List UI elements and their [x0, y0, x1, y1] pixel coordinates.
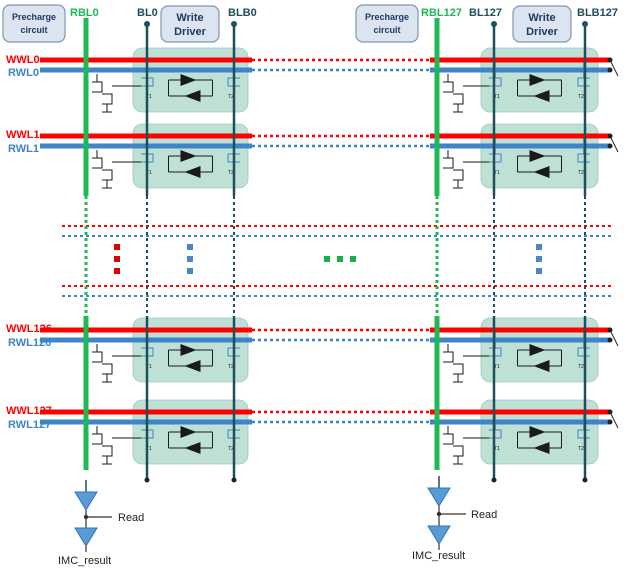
read-port-transistors — [443, 426, 489, 465]
precharge-label-line1: Precharge — [12, 12, 56, 22]
ground-stub — [609, 329, 619, 347]
precharge-block-col127: Precharge circuit — [355, 4, 419, 43]
transistor-label-t1: T1 — [494, 446, 500, 452]
wwl-label-row0: WWL0 — [6, 54, 40, 66]
sram-cell: T1T2P — [480, 317, 599, 383]
rwl-terminal — [607, 419, 613, 425]
precharge-label-line2: circuit — [20, 25, 47, 35]
sram-cell: T1T2P — [132, 47, 249, 113]
transistor-label-t1: T1 — [146, 364, 152, 370]
transistor-label-t2: T2 — [578, 364, 584, 370]
row-ellipsis-blue-col127 — [536, 244, 542, 274]
write-driver-label-line1: Write — [528, 12, 555, 24]
transistor-label-t2: T2 — [578, 446, 584, 452]
sram-cell: T1T2P — [480, 123, 599, 189]
bl-label-col0: BL0 — [137, 7, 158, 19]
blb-line-terminal — [231, 21, 237, 27]
read-port-transistors — [443, 74, 489, 113]
wwl-label-row126: WWL126 — [6, 323, 52, 335]
precharge-block-col0: Precharge circuit — [2, 4, 66, 43]
rbl-label-col127: RBL127 — [421, 7, 462, 19]
transistor-label-t2: T2 — [228, 94, 234, 100]
read-label-col127: Read — [471, 509, 497, 521]
transistor-label-t2: T2 — [578, 94, 584, 100]
read-buffer-col127 — [427, 476, 466, 550]
sram-cell: T1T2P — [132, 317, 249, 383]
transistor-label-t1: T1 — [146, 94, 152, 100]
rwl-terminal — [607, 67, 613, 73]
rwl-label-row126: RWL126 — [8, 337, 51, 349]
blb-label-col127: BLB127 — [577, 7, 618, 19]
bl-line-bottom-terminal — [144, 477, 150, 483]
precharge-label-line1: Precharge — [365, 12, 409, 22]
rwl-label-row127: RWL127 — [8, 419, 51, 431]
rwl-terminal — [607, 143, 613, 149]
bl-line-terminal — [144, 21, 150, 27]
sram-cell: T1T2P — [480, 399, 599, 465]
read-port-transistors — [92, 426, 141, 465]
transistor-label-t2: T2 — [228, 446, 234, 452]
blb-line-bottom-terminal — [231, 477, 237, 483]
rwl-label-row0: RWL0 — [8, 67, 39, 79]
rwl-label-row1: RWL1 — [8, 143, 39, 155]
read-port-transistors — [443, 150, 489, 189]
ground-stub — [609, 59, 619, 77]
imc-result-label-col0: IMC_result — [58, 555, 111, 567]
column-ellipsis-green — [324, 256, 356, 262]
rbl-label-col0: RBL0 — [70, 7, 99, 19]
imc-result-label-col127: IMC_result — [412, 550, 465, 562]
ground-stub — [609, 411, 619, 429]
transistor-label-t2: T2 — [228, 170, 234, 176]
read-port-transistors — [443, 344, 489, 383]
write-driver-label-line2: Driver — [526, 26, 559, 38]
transistor-label-t1: T1 — [146, 170, 152, 176]
write-driver-label-line2: Driver — [174, 26, 207, 38]
transistor-label-t1: T1 — [146, 446, 152, 452]
bl-line-terminal — [491, 21, 497, 27]
transistor-label-t2: T2 — [228, 364, 234, 370]
read-port-transistors — [92, 74, 141, 113]
transistor-label-t2: T2 — [578, 170, 584, 176]
transistor-label-t1: T1 — [494, 94, 500, 100]
rwl-terminal — [607, 337, 613, 343]
write-driver-block-col0: Write Driver — [160, 5, 220, 43]
read-port-transistors — [92, 150, 141, 189]
wwl-label-row127: WWL127 — [6, 405, 52, 417]
read-buffer-col0 — [74, 480, 112, 552]
read-label-col0: Read — [118, 512, 144, 524]
read-port-transistors — [92, 344, 141, 383]
bl-label-col127: BL127 — [469, 7, 502, 19]
ground-stub — [609, 135, 619, 153]
bl-line-bottom-terminal — [491, 477, 497, 483]
transistor-label-t1: T1 — [494, 364, 500, 370]
transistor-label-t1: T1 — [494, 170, 500, 176]
blb-line-terminal — [582, 21, 588, 27]
write-driver-block-col127: Write Driver — [512, 5, 572, 43]
precharge-label-line2: circuit — [373, 25, 400, 35]
blb-label-col0: BLB0 — [228, 7, 257, 19]
write-driver-label-line1: Write — [176, 12, 203, 24]
row-ellipsis-blue-col0 — [187, 244, 193, 274]
wwl-label-row1: WWL1 — [6, 129, 40, 141]
blb-line-bottom-terminal — [582, 477, 588, 483]
row-ellipsis-red — [114, 244, 120, 274]
